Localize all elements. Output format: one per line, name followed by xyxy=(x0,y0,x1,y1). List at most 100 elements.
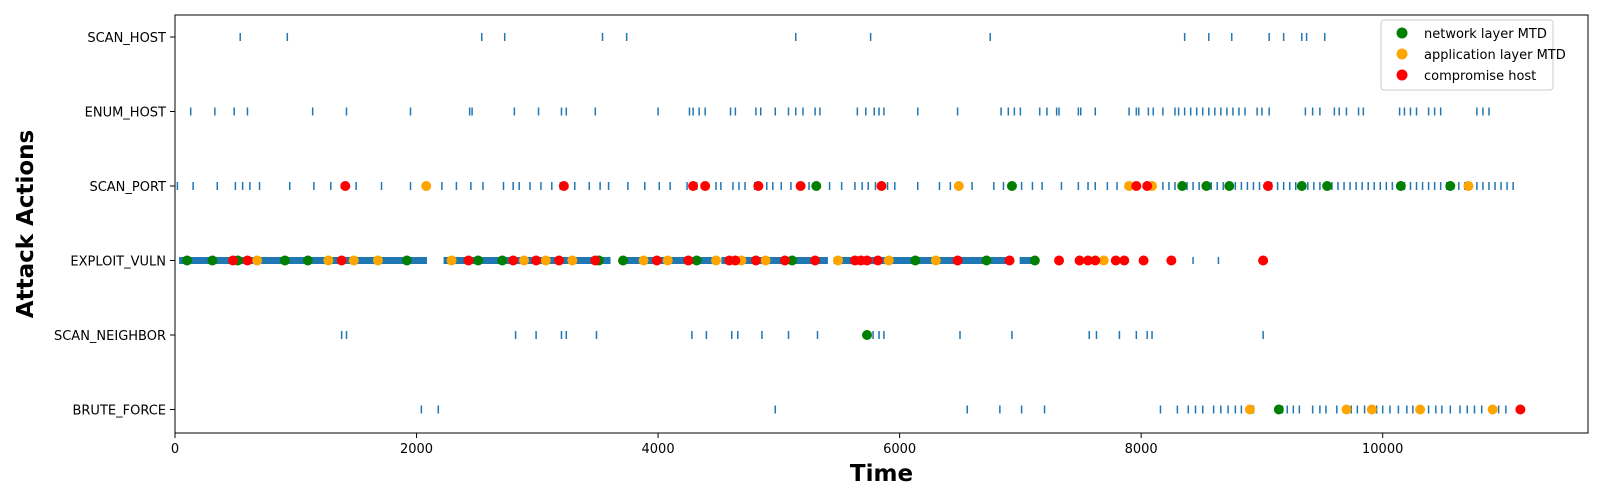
point-compromise-host xyxy=(952,255,963,266)
point-compromise-host xyxy=(872,255,883,266)
point-application-layer-mtd xyxy=(883,255,894,266)
point-compromise-host xyxy=(753,181,764,191)
point-application-layer-mtd xyxy=(1124,181,1135,191)
y-tick-label: SCAN_NEIGHBOR xyxy=(54,329,166,344)
point-application-layer-mtd xyxy=(1098,255,1109,266)
point-compromise-host xyxy=(1110,255,1121,266)
point-compromise-host xyxy=(862,255,873,266)
action-band-exploit-vuln xyxy=(721,257,828,264)
point-network-layer-mtd xyxy=(1224,181,1235,191)
legend-marker xyxy=(1396,27,1408,39)
point-compromise-host xyxy=(779,255,790,266)
point-application-layer-mtd xyxy=(1487,404,1498,415)
action-band-exploit-vuln xyxy=(833,257,987,264)
point-application-layer-mtd xyxy=(519,255,530,266)
point-application-layer-mtd xyxy=(421,181,432,191)
y-tick-label: ENUM_HOST xyxy=(85,106,166,121)
x-tick-label: 10000 xyxy=(1362,442,1403,457)
point-compromise-host xyxy=(340,181,351,191)
y-axis-title: Attack Actions xyxy=(13,130,39,318)
legend: network layer MTD application layer MTD co… xyxy=(1380,19,1566,91)
point-application-layer-mtd xyxy=(372,255,383,266)
plot-frame xyxy=(174,14,1589,434)
x-tick-label: 2000 xyxy=(400,442,433,457)
point-network-layer-mtd xyxy=(910,255,921,266)
point-network-layer-mtd xyxy=(1006,181,1017,191)
point-application-layer-mtd xyxy=(1463,181,1474,191)
point-compromise-host xyxy=(1004,255,1015,266)
point-network-layer-mtd xyxy=(811,181,822,191)
point-application-layer-mtd xyxy=(662,255,673,266)
point-compromise-host xyxy=(1119,255,1130,266)
point-application-layer-mtd xyxy=(953,181,964,191)
point-compromise-host xyxy=(750,255,761,266)
point-network-layer-mtd xyxy=(787,255,798,266)
x-tick-label: 0 xyxy=(171,442,179,457)
point-application-layer-mtd xyxy=(638,255,649,266)
point-network-layer-mtd xyxy=(1395,181,1406,191)
point-network-layer-mtd xyxy=(618,255,629,266)
plot-content xyxy=(176,33,1526,415)
point-compromise-host xyxy=(242,255,253,266)
point-compromise-host xyxy=(810,255,821,266)
point-application-layer-mtd xyxy=(760,255,771,266)
action-band-exploit-vuln xyxy=(1192,257,1194,264)
point-application-layer-mtd xyxy=(1366,404,1377,415)
point-compromise-host xyxy=(463,255,474,266)
point-compromise-host xyxy=(683,255,694,266)
point-compromise-host xyxy=(1131,181,1142,191)
action-band-exploit-vuln xyxy=(1019,257,1037,264)
point-application-layer-mtd xyxy=(567,255,578,266)
point-compromise-host xyxy=(558,181,569,191)
point-application-layer-mtd xyxy=(446,255,457,266)
point-network-layer-mtd xyxy=(207,255,218,266)
point-compromise-host xyxy=(1166,255,1177,266)
point-compromise-host xyxy=(1515,404,1526,415)
point-network-layer-mtd xyxy=(1201,181,1212,191)
point-compromise-host xyxy=(1054,255,1065,266)
action-band-exploit-vuln xyxy=(990,257,1010,264)
point-compromise-host xyxy=(336,255,347,266)
point-network-layer-mtd xyxy=(1273,404,1284,415)
x-axis: 0 2000 4000 6000 8000 10000 xyxy=(171,433,1403,457)
action-band-exploit-vuln xyxy=(1217,257,1220,264)
point-application-layer-mtd xyxy=(1341,404,1352,415)
point-application-layer-mtd xyxy=(1415,404,1426,415)
point-network-layer-mtd xyxy=(1445,181,1456,191)
point-compromise-host xyxy=(730,255,741,266)
point-compromise-host xyxy=(227,255,238,266)
point-compromise-host xyxy=(688,181,699,191)
point-application-layer-mtd xyxy=(833,255,844,266)
x-axis-title: Time xyxy=(850,461,913,487)
point-compromise-host xyxy=(1262,181,1273,191)
point-compromise-host xyxy=(1074,255,1085,266)
x-tick-label: 6000 xyxy=(883,442,916,457)
legend-marker xyxy=(1396,48,1408,60)
point-compromise-host xyxy=(1083,255,1094,266)
point-application-layer-mtd xyxy=(252,255,263,266)
point-network-layer-mtd xyxy=(401,255,412,266)
legend-box xyxy=(1380,19,1554,91)
point-network-layer-mtd xyxy=(1322,181,1333,191)
point-network-layer-mtd xyxy=(1296,181,1307,191)
point-network-layer-mtd xyxy=(981,255,992,266)
y-tick-label: EXPLOIT_VULN xyxy=(70,255,166,270)
point-compromise-host xyxy=(590,255,601,266)
point-compromise-host xyxy=(700,181,711,191)
x-tick-label: 8000 xyxy=(1125,442,1158,457)
point-compromise-host xyxy=(1142,181,1153,191)
legend-label: application layer MTD xyxy=(1424,48,1566,63)
point-compromise-host xyxy=(1258,255,1269,266)
point-network-layer-mtd xyxy=(1177,181,1188,191)
point-application-layer-mtd xyxy=(323,255,334,266)
point-network-layer-mtd xyxy=(1029,255,1040,266)
point-application-layer-mtd xyxy=(540,255,551,266)
y-tick-label: SCAN_PORT xyxy=(89,180,166,195)
point-network-layer-mtd xyxy=(182,255,193,266)
point-compromise-host xyxy=(531,255,542,266)
point-compromise-host xyxy=(1090,255,1101,266)
y-axis: BRUTE_FORCE SCAN_NEIGHBOR EXPLOIT_VULN SCAN… xyxy=(54,31,175,419)
legend-label: network layer MTD xyxy=(1424,27,1547,42)
x-tick-label: 4000 xyxy=(642,442,675,457)
